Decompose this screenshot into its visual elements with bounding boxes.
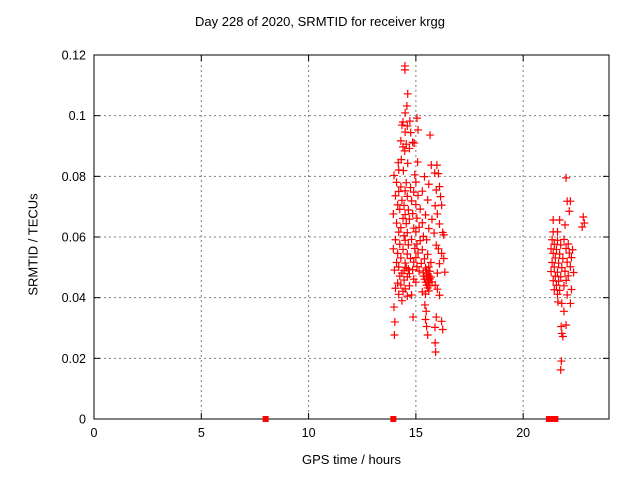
svg-text:0.02: 0.02 bbox=[62, 352, 86, 366]
svg-text:10: 10 bbox=[302, 426, 316, 440]
svg-text:15: 15 bbox=[409, 426, 423, 440]
chart-title: Day 228 of 2020, SRMTID for receiver krg… bbox=[195, 14, 445, 29]
x-axis-label: GPS time / hours bbox=[302, 452, 401, 467]
svg-text:0: 0 bbox=[91, 426, 98, 440]
svg-text:0: 0 bbox=[79, 413, 86, 427]
svg-text:0.04: 0.04 bbox=[62, 291, 86, 305]
svg-text:0.06: 0.06 bbox=[62, 231, 86, 245]
svg-text:0.08: 0.08 bbox=[62, 170, 86, 184]
svg-text:20: 20 bbox=[516, 426, 530, 440]
svg-text:5: 5 bbox=[198, 426, 205, 440]
svg-text:0.1: 0.1 bbox=[69, 109, 86, 123]
svg-text:0.12: 0.12 bbox=[62, 49, 86, 63]
